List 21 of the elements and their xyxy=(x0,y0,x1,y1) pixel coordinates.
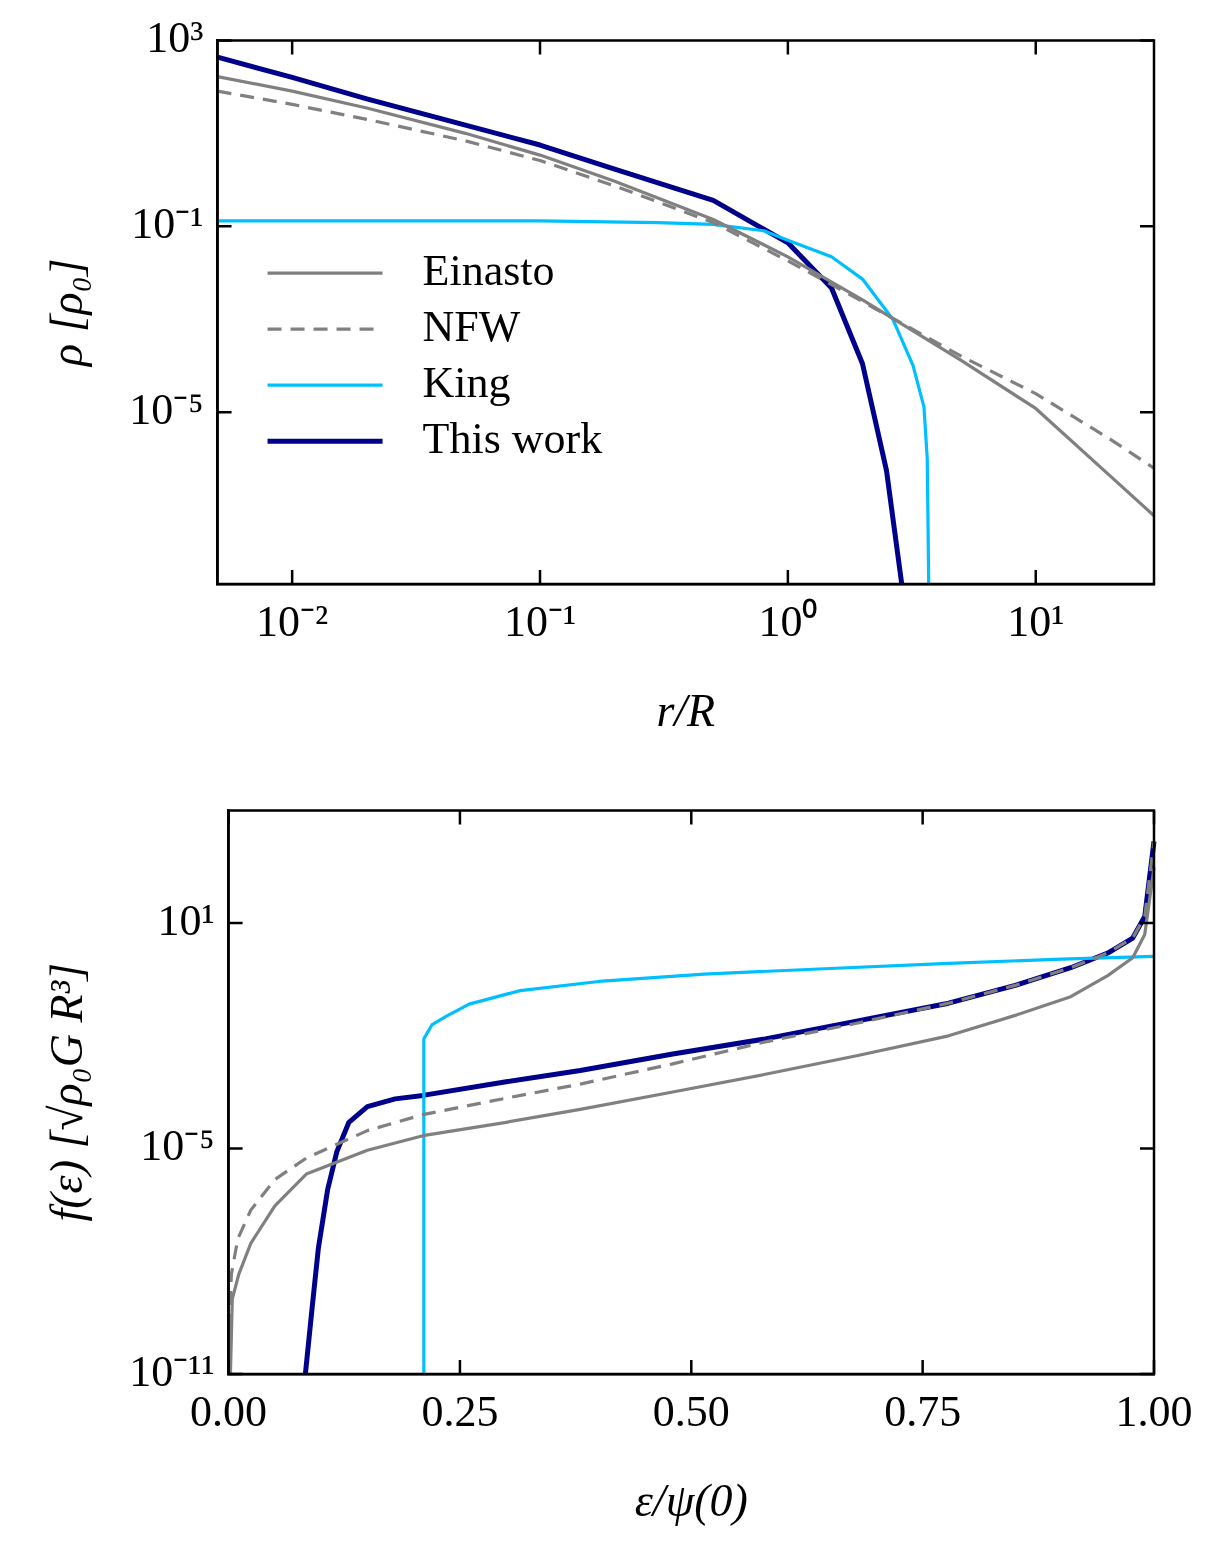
y-tick-label: 10⁻¹ xyxy=(131,198,204,248)
x-tick-label: 0.25 xyxy=(421,1386,499,1436)
y-axis-title: ρ [ρ₀] xyxy=(40,258,92,368)
x-tick-label: 1.00 xyxy=(1115,1386,1193,1436)
x-tick-label: 0.75 xyxy=(884,1386,962,1436)
x-tick-label: 10¹ xyxy=(1007,596,1065,646)
y-tick-label: 10⁻⁵ xyxy=(140,1121,215,1171)
x-tick-label: 0.50 xyxy=(652,1386,730,1436)
legend-label: NFW xyxy=(422,301,521,351)
y-tick-label: 10¹ xyxy=(157,895,215,945)
x-axis-title: ε/ψ(0) xyxy=(634,1475,748,1527)
y-tick-label: 10⁻⁵ xyxy=(129,384,204,434)
legend-label: Einasto xyxy=(422,245,555,295)
x-axis-title: r/R xyxy=(656,685,716,737)
legend-label: This work xyxy=(422,413,603,463)
x-tick-label: 10⁰ xyxy=(758,596,818,646)
x-tick-label: 10⁻² xyxy=(256,596,329,646)
legend-label: King xyxy=(422,357,511,407)
y-axis-title: f(ε) [√ρ₀G R³] xyxy=(40,962,92,1222)
y-tick-label: 10³ xyxy=(146,12,204,62)
x-tick-label: 10⁻¹ xyxy=(503,596,577,646)
